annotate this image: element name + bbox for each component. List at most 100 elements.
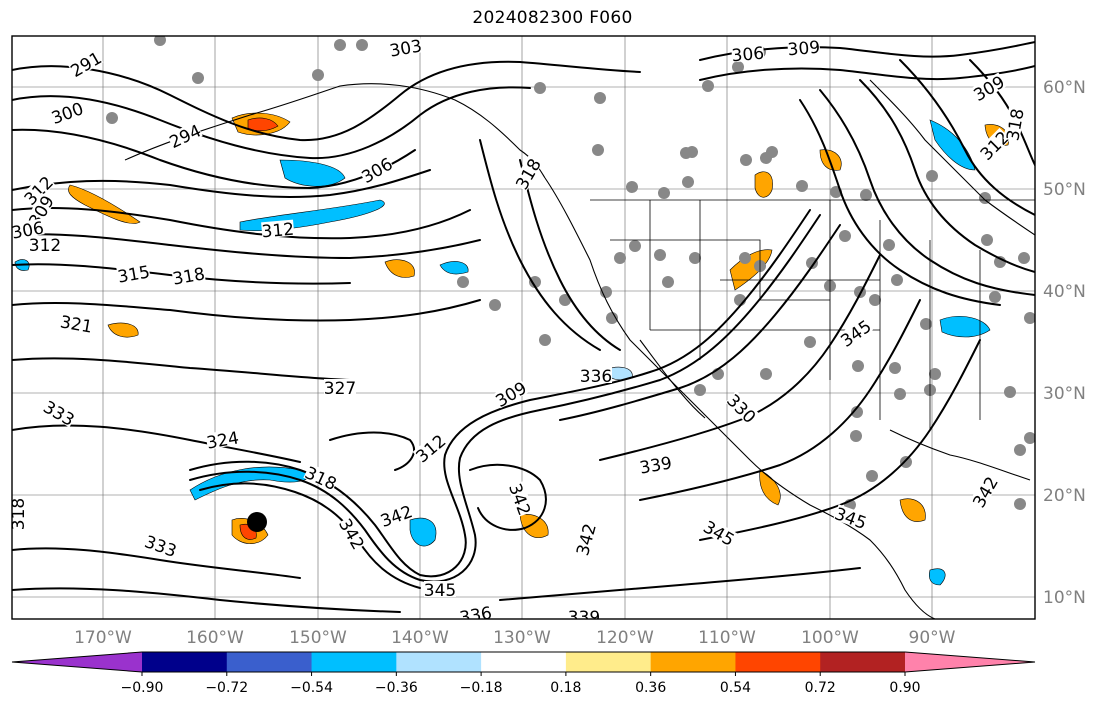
station-dot bbox=[852, 360, 864, 372]
colorbar-extend-high bbox=[905, 652, 1035, 672]
station-dot bbox=[694, 384, 706, 396]
station-dot bbox=[866, 470, 878, 482]
contour-label-bg bbox=[25, 192, 56, 229]
shade-positive bbox=[899, 498, 926, 522]
station-dot bbox=[594, 92, 606, 104]
station-dot bbox=[989, 291, 1001, 303]
contour-label-bg bbox=[976, 127, 1011, 162]
station-dot bbox=[1024, 432, 1035, 444]
station-dot bbox=[894, 388, 906, 400]
map-background bbox=[12, 36, 1035, 619]
station-dot bbox=[1014, 444, 1026, 456]
shade-negative bbox=[929, 119, 976, 171]
contour-label-bg bbox=[970, 72, 1007, 103]
colorbar-tick-label: −0.54 bbox=[290, 680, 333, 696]
contour-label-bg bbox=[166, 121, 203, 150]
contour-label-bg bbox=[261, 219, 295, 239]
station-dot bbox=[796, 180, 808, 192]
station-dot bbox=[606, 312, 618, 324]
colorbar-segment bbox=[226, 652, 313, 672]
station-dot bbox=[1004, 386, 1016, 398]
contour-label-bg bbox=[29, 236, 61, 252]
station-dot bbox=[850, 430, 862, 442]
station-dot bbox=[732, 61, 744, 73]
station-dot bbox=[312, 69, 324, 81]
contour-label-bg bbox=[324, 379, 356, 395]
station-dot bbox=[626, 181, 638, 193]
station-dot bbox=[334, 39, 346, 51]
station-dot bbox=[106, 112, 118, 124]
colorbar-tick-label: −0.72 bbox=[205, 680, 248, 696]
station-dot bbox=[702, 80, 714, 92]
colorbar-tick-label: 0.54 bbox=[720, 680, 751, 696]
longitude-label: 130°W bbox=[493, 628, 551, 648]
colorbar-segment bbox=[650, 652, 736, 672]
station-dot bbox=[839, 230, 851, 242]
station-dot bbox=[920, 318, 932, 330]
station-dots bbox=[106, 36, 1035, 511]
station-dot bbox=[740, 154, 752, 166]
longitude-labels: 170°W 160°W 150°W 140°W 130°W 120°W 110°W 100°W… bbox=[74, 628, 956, 648]
latitude-label: 60°N bbox=[1043, 78, 1086, 98]
station-dot bbox=[804, 336, 816, 348]
station-dot bbox=[457, 276, 469, 288]
contour-label-bg bbox=[568, 608, 600, 619]
colorbar-segment bbox=[142, 652, 228, 672]
colorbar-tick-label: 0.18 bbox=[550, 680, 581, 696]
contour-label-bg bbox=[171, 264, 206, 286]
longitude-label: 100°W bbox=[801, 628, 859, 648]
station-dot bbox=[592, 144, 604, 156]
coast-alaska bbox=[124, 83, 546, 179]
contour-label-bg bbox=[701, 517, 738, 548]
contour-label-bg bbox=[833, 504, 869, 531]
contour-label: 312 bbox=[261, 220, 295, 243]
station-dot bbox=[529, 276, 541, 288]
station-dot bbox=[926, 170, 938, 182]
contour-label-bg bbox=[837, 316, 873, 349]
contour-label: 336 bbox=[580, 367, 612, 387]
station-dot bbox=[489, 299, 501, 311]
station-dot bbox=[600, 286, 612, 298]
contour-lines bbox=[12, 41, 1035, 613]
colorbar-tick-label: 0.72 bbox=[805, 680, 836, 696]
contour-label-bg bbox=[573, 521, 597, 557]
colorbar-segment bbox=[481, 652, 567, 672]
latitude-label: 20°N bbox=[1043, 486, 1086, 506]
station-dot bbox=[766, 146, 778, 158]
contour-label-bg bbox=[303, 463, 340, 492]
latitude-label: 30°N bbox=[1043, 384, 1086, 404]
contour-label: 339 bbox=[568, 608, 600, 628]
contour-label-bg bbox=[358, 154, 395, 185]
station-dot bbox=[658, 187, 670, 199]
contour-label: 336 bbox=[458, 603, 493, 628]
colorbar-tick-label: −0.36 bbox=[375, 680, 418, 696]
longitude-label: 170°W bbox=[74, 628, 132, 648]
colorbar-segment bbox=[311, 652, 397, 672]
longitude-label: 160°W bbox=[186, 628, 244, 648]
station-dot bbox=[929, 368, 941, 380]
latitude-label: 10°N bbox=[1043, 588, 1086, 608]
station-dot bbox=[154, 36, 166, 46]
contour-label-bg bbox=[205, 428, 240, 450]
station-dot bbox=[682, 176, 694, 188]
black-dot-icon bbox=[247, 512, 267, 532]
station-dot bbox=[539, 334, 551, 346]
shade-negative bbox=[929, 568, 946, 586]
station-dot bbox=[851, 406, 863, 418]
station-dot bbox=[883, 239, 895, 251]
contour-label-bg bbox=[378, 502, 414, 529]
station-dot bbox=[739, 252, 751, 264]
contour-label-bg bbox=[12, 218, 45, 240]
contour-label-bg bbox=[388, 36, 423, 58]
station-dot bbox=[1014, 498, 1026, 510]
shade-negative bbox=[439, 261, 469, 275]
shade-positive bbox=[107, 322, 139, 338]
colorbar-tick-label: −0.90 bbox=[121, 680, 164, 696]
longitude-label: 110°W bbox=[698, 628, 756, 648]
contour-label-bg bbox=[12, 498, 25, 530]
coast-gulf bbox=[889, 429, 1031, 481]
shade-positive bbox=[384, 259, 415, 278]
station-dot bbox=[979, 192, 991, 204]
station-dot bbox=[869, 294, 881, 306]
